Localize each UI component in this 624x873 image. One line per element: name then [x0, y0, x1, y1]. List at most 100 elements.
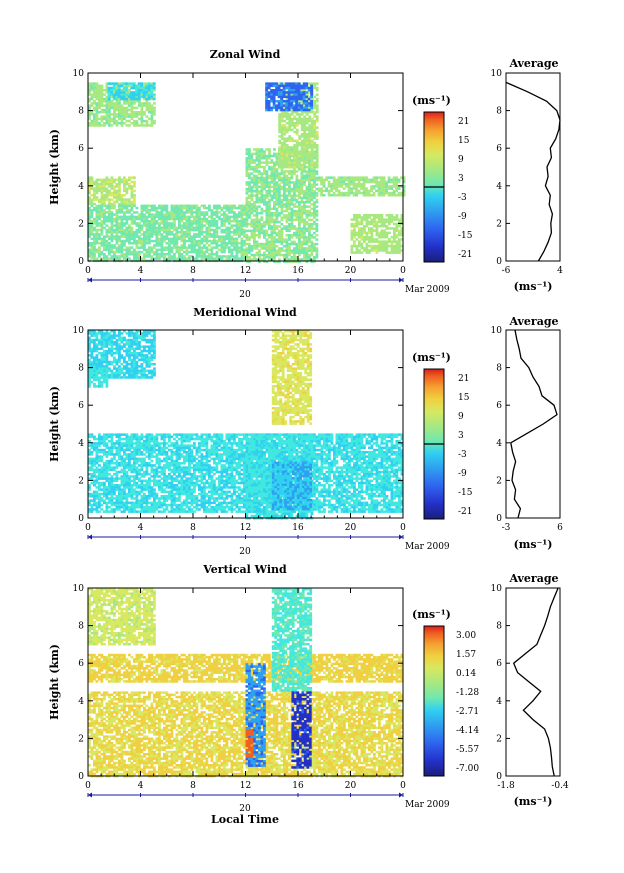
data-cell — [275, 104, 278, 107]
data-cell — [108, 200, 111, 204]
data-cell — [245, 225, 249, 228]
data-cell — [208, 233, 211, 236]
data-cell — [260, 229, 264, 233]
data-cell — [215, 226, 219, 230]
data-cell — [313, 124, 317, 127]
data-cell — [123, 242, 126, 245]
data-cell — [118, 360, 121, 364]
data-cell — [357, 185, 361, 188]
data-cell — [282, 104, 286, 107]
data-cell — [128, 115, 131, 118]
data-cell — [168, 248, 171, 252]
data-cell — [125, 93, 128, 96]
data-cell — [175, 226, 179, 230]
data-cell — [95, 228, 99, 232]
data-cell — [278, 236, 281, 239]
data-cell — [198, 217, 201, 221]
data-cell — [315, 209, 319, 213]
data-cell — [170, 248, 174, 252]
data-cell — [130, 97, 133, 101]
data-cell — [95, 347, 99, 351]
data-cell — [152, 97, 156, 101]
data-cell — [375, 240, 379, 243]
data-cell — [130, 352, 134, 355]
data-cell — [300, 144, 304, 147]
data-cell — [220, 217, 224, 221]
data-cell — [100, 336, 104, 340]
data-cell — [255, 196, 259, 200]
data-cell — [260, 192, 264, 195]
data-cell — [160, 235, 164, 238]
data-cell — [375, 183, 378, 186]
data-cell — [120, 95, 123, 99]
data-cell — [203, 206, 206, 210]
data-cell — [110, 334, 114, 337]
data-cell — [383, 218, 386, 221]
data-cell — [110, 206, 114, 210]
data-cell — [145, 338, 149, 342]
data-cell — [295, 157, 299, 160]
data-cell — [300, 124, 304, 127]
data-cell — [120, 224, 124, 227]
data-cell — [128, 231, 131, 234]
data-cell — [140, 369, 144, 373]
data-cell — [100, 237, 104, 241]
data-cell — [402, 176, 406, 179]
y-tick-label: 6 — [78, 144, 84, 154]
data-cell — [145, 253, 149, 256]
data-cell — [275, 157, 279, 160]
data-cell — [98, 365, 101, 368]
data-cell — [225, 213, 229, 216]
data-cell — [315, 130, 319, 134]
data-cell — [258, 165, 261, 169]
data-cell — [113, 336, 116, 340]
data-cell — [290, 196, 294, 200]
data-cell — [303, 234, 306, 237]
data-cell — [278, 183, 281, 186]
data-cell — [150, 115, 154, 118]
data-cell — [385, 242, 389, 246]
data-cell — [292, 84, 296, 88]
data-cell — [213, 213, 216, 216]
data-cell — [265, 84, 268, 88]
data-cell — [245, 161, 249, 164]
data-cell — [273, 249, 276, 252]
data-cell — [383, 242, 386, 246]
data-cell — [263, 172, 266, 175]
data-cell — [313, 84, 317, 88]
data-cell — [295, 183, 299, 186]
data-cell — [123, 84, 126, 88]
data-cell — [180, 211, 184, 214]
data-cell — [110, 231, 114, 234]
data-cell — [105, 356, 109, 359]
data-cell — [93, 330, 96, 333]
data-cell — [365, 238, 369, 241]
data-cell — [300, 141, 304, 145]
data-cell — [150, 349, 154, 353]
data-cell — [213, 211, 216, 214]
data-cell — [88, 180, 91, 184]
data-cell — [268, 253, 271, 257]
data-cell — [253, 170, 256, 173]
data-cell — [113, 358, 116, 362]
data-cell — [138, 341, 141, 344]
data-cell — [118, 82, 121, 85]
data-cell — [185, 233, 189, 236]
data-cell — [290, 152, 294, 156]
profile-y-tick-label: 6 — [496, 144, 502, 154]
data-cell — [143, 374, 146, 377]
data-cell — [225, 231, 229, 234]
data-cell — [280, 216, 284, 219]
data-cell — [235, 242, 239, 245]
data-cell — [303, 159, 306, 162]
data-cell — [285, 95, 288, 99]
data-cell — [203, 220, 206, 223]
data-cell — [110, 124, 114, 127]
data-cell — [110, 347, 114, 351]
data-cell — [200, 228, 204, 232]
data-cell — [100, 358, 104, 362]
data-cell — [128, 211, 131, 214]
data-cell — [375, 244, 379, 248]
data-cell — [293, 159, 297, 162]
data-cell — [178, 226, 181, 230]
